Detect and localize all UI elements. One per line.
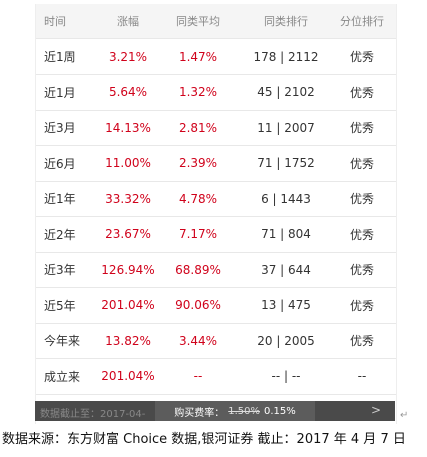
table-cell: --: [193, 369, 203, 383]
table-row: 近1周 3.21% 1.47% 178 | 2112 优秀: [36, 39, 396, 75]
header-cell: 涨幅: [117, 15, 139, 28]
caption: 数据来源：东方财富 Choice 数据,银河证券 截止：2017 年 4 月 7…: [2, 432, 406, 447]
table-cell: 近3年: [44, 263, 76, 277]
table-row: 近5年 201.04% 90.06% 13 | 475 优秀: [36, 288, 396, 324]
table-cell: 71 | 1752: [257, 156, 315, 170]
table-cell: 1.47%: [178, 49, 218, 64]
table-cell: 近1月: [44, 85, 76, 100]
table-cell: 优秀: [349, 192, 374, 206]
table-cell: 成立来: [44, 369, 81, 384]
table-cell: 优秀: [349, 334, 374, 348]
table-cell: 近3月: [44, 121, 76, 135]
fee-button[interactable]: 购买费率： 1.50% 0.15%: [155, 401, 315, 421]
table-cell: 3.21%: [108, 49, 148, 64]
table-cell: 4.78%: [178, 191, 218, 206]
header-cell: 同类排行: [264, 15, 308, 28]
table-cell: 3.44%: [178, 333, 218, 348]
table-cell: 90.06%: [175, 298, 221, 312]
fee-label: 购买费率：: [174, 407, 225, 419]
table-row: 近1年 33.32% 4.78% 6 | 1443 优秀: [36, 181, 396, 217]
table-cell: 71 | 804: [261, 227, 311, 241]
fee-new: 0.15%: [264, 405, 296, 417]
arrow[interactable]: >: [370, 403, 381, 417]
table-row: 成立来 201.04% -- -- | -- --: [36, 359, 396, 395]
table: 时间 涨幅 同类平均 同类排行 分位排行近1周 3.21% 1.47% 178 | 2112 优…: [35, 4, 397, 424]
return-mark: ↵: [400, 410, 409, 421]
table-cell: 14.13%: [105, 120, 151, 135]
table-cell: 201.04%: [101, 298, 155, 312]
table-cell: 近5年: [44, 298, 76, 313]
table-cell: 优秀: [349, 156, 374, 171]
table-cell: 37 | 644: [261, 262, 311, 277]
table-row: 近2年 23.67% 7.17% 71 | 804 优秀: [36, 217, 396, 253]
table-cell: -- | --: [271, 369, 301, 383]
table-cell: 13 | 475: [261, 298, 311, 312]
table-cell: 45 | 2102: [257, 85, 315, 99]
table-cell: 优秀: [349, 227, 374, 242]
header-cell: 分位排行: [340, 15, 384, 28]
table-cell: 近1年: [44, 192, 76, 206]
table-cell: --: [357, 369, 367, 383]
table-cell: 11 | 2007: [257, 120, 315, 135]
table-cell: 近2年: [44, 227, 76, 242]
table-row: 近1月 5.64% 1.32% 45 | 2102 优秀: [36, 75, 396, 111]
table-cell: 126.94%: [101, 262, 155, 277]
table-cell: 178 | 2112: [253, 49, 319, 64]
table-cell: 2.81%: [178, 120, 218, 135]
table-cell: 13.82%: [105, 333, 151, 348]
cutoff-date: 数据截止至：2017-04-: [40, 409, 146, 420]
table-cell: 7.17%: [178, 227, 218, 241]
table-cell: 近1周: [44, 50, 76, 64]
table-cell: 23.67%: [105, 227, 151, 241]
table-cell: 11.00%: [105, 156, 151, 170]
table-cell: 68.89%: [175, 262, 221, 277]
table-cell: 优秀: [349, 298, 374, 313]
footer-bar: 数据截止至：2017-04- 购买费率： 1.50% 0.15% >: [35, 401, 395, 421]
table-cell: 6 | 1443: [261, 191, 311, 206]
table-cell: 20 | 2005: [257, 333, 315, 348]
table-cell: 近6月: [44, 156, 76, 171]
header-row: 时间 涨幅 同类平均 同类排行 分位排行: [36, 4, 396, 39]
table-cell: 33.32%: [105, 191, 151, 206]
table-cell: 优秀: [349, 263, 374, 277]
table-row: 今年来 13.82% 3.44% 20 | 2005 优秀: [36, 323, 396, 359]
table-cell: 5.64%: [108, 85, 148, 99]
table-cell: 今年来: [44, 334, 81, 348]
table-row: 近3年 126.94% 68.89% 37 | 644 优秀: [36, 252, 396, 288]
table-row: 近3月 14.13% 2.81% 11 | 2007 优秀: [36, 110, 396, 146]
table-cell: 优秀: [349, 50, 374, 64]
table-cell: 201.04%: [101, 369, 155, 383]
header-cell: 时间: [44, 15, 66, 28]
table-cell: 优秀: [349, 85, 374, 100]
fee-old: 1.50%: [228, 405, 260, 417]
table-cell: 优秀: [349, 121, 374, 135]
header-cell: 同类平均: [176, 15, 220, 28]
table-cell: 1.32%: [178, 85, 218, 99]
table-row: 近6月 11.00% 2.39% 71 | 1752 优秀: [36, 146, 396, 182]
table-cell: 2.39%: [178, 156, 218, 170]
